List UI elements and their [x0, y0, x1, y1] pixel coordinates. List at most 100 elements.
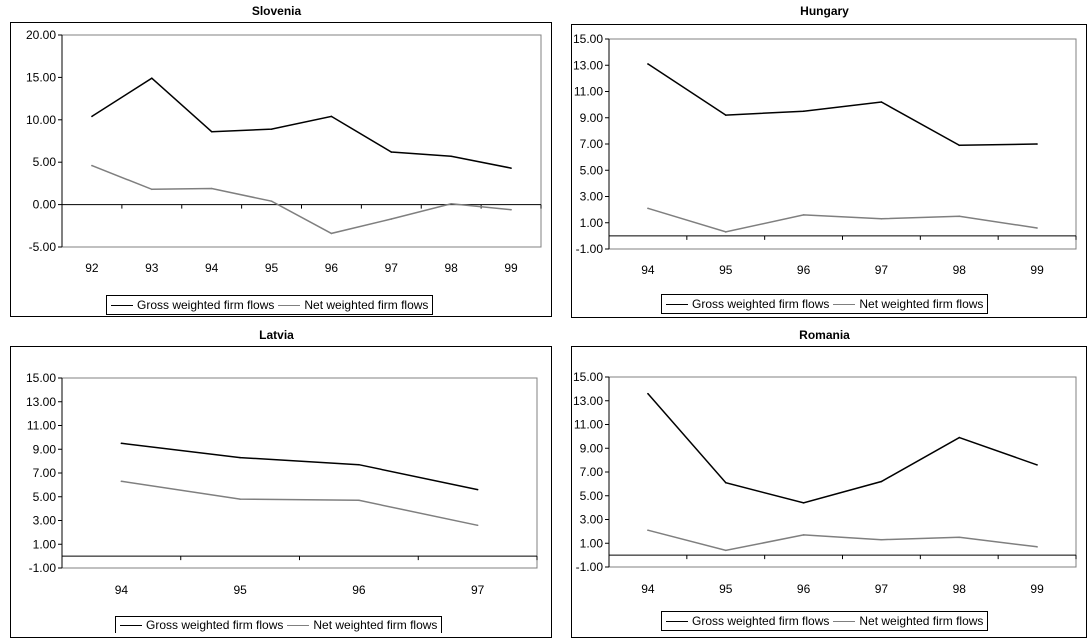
data-point-net — [724, 231, 727, 233]
data-point-gross — [476, 488, 479, 491]
data-point-net — [358, 499, 360, 502]
chart-title: Hungary — [800, 4, 849, 18]
legend-swatch-net — [833, 303, 856, 305]
x-tick-label: 96 — [797, 582, 811, 596]
y-tick-label: 5.00 — [33, 155, 57, 169]
legend-item-gross: Gross weighted firm flows — [666, 297, 829, 311]
data-point-net — [647, 529, 649, 531]
y-tick-label: -1.00 — [29, 561, 57, 575]
data-point-net — [1036, 546, 1038, 548]
legend: Gross weighted firm flows Net weighted f… — [661, 611, 989, 631]
data-point-net — [880, 538, 883, 541]
legend-item-net: Net weighted firm flows — [278, 298, 428, 312]
y-tick-label: 3.00 — [33, 514, 57, 528]
x-tick-label: 97 — [385, 261, 399, 275]
data-point-gross — [647, 392, 649, 395]
chart-title: Romania — [799, 328, 850, 342]
legend: Gross weighted firm flows Net weighted f… — [661, 294, 989, 314]
legend-swatch-gross — [666, 620, 688, 622]
legend-label-net: Net weighted firm flows — [304, 298, 429, 312]
legend-item-net: Net weighted firm flows — [833, 614, 983, 628]
y-tick-label: 15.00 — [26, 70, 56, 84]
y-tick-label: 11.00 — [574, 85, 603, 99]
x-tick-label: 92 — [85, 261, 99, 275]
y-tick-label: 0.00 — [33, 198, 57, 212]
chart-frame — [571, 346, 1087, 638]
y-tick-label: 15.00 — [573, 370, 603, 384]
x-tick-label: 97 — [471, 583, 485, 597]
x-tick-label: 95 — [233, 583, 247, 597]
x-tick-label: 96 — [325, 261, 339, 275]
legend-swatch-net — [287, 624, 310, 626]
x-tick-label: 96 — [797, 263, 811, 277]
legend-swatch-gross — [111, 304, 133, 306]
data-point-net — [476, 524, 479, 527]
data-point-gross — [358, 463, 360, 466]
data-point-gross — [880, 480, 883, 483]
data-point-net — [647, 207, 649, 210]
y-tick-label: -5.00 — [29, 240, 57, 254]
y-tick-label: 9.00 — [580, 441, 604, 455]
x-tick-label: 94 — [641, 263, 655, 277]
legend-swatch-gross — [666, 303, 688, 305]
legend-swatch-net — [278, 304, 301, 306]
x-tick-label: 96 — [352, 583, 366, 597]
y-tick-label: 13.00 — [573, 58, 603, 72]
data-point-gross — [270, 128, 273, 130]
data-point-net — [802, 214, 805, 216]
data-point-net — [1036, 227, 1038, 229]
data-point-gross — [510, 167, 512, 169]
legend: Gross weighted firm flows Net weighted f… — [106, 295, 434, 315]
x-tick-label: 99 — [1030, 263, 1044, 277]
chart-panel-romania: Romania -1.00 1.00 3.00 5.00 7.00 9.00 11.00 13… — [561, 322, 1088, 638]
x-tick-label: 97 — [875, 263, 889, 277]
data-point-net — [510, 208, 512, 211]
data-point-net — [724, 549, 727, 552]
data-point-gross — [1036, 464, 1038, 466]
series-line-gross — [121, 442, 478, 491]
data-point-net — [958, 215, 961, 217]
x-tick-label: 94 — [115, 583, 129, 597]
x-tick-label: 95 — [719, 582, 733, 596]
series-line-net — [91, 164, 512, 235]
data-point-net — [151, 188, 153, 191]
data-point-net — [880, 218, 883, 220]
plot-border — [61, 377, 538, 569]
data-point-gross — [958, 144, 961, 147]
y-tick-label: 15.00 — [573, 32, 603, 46]
data-point-net — [91, 164, 93, 167]
data-point-gross — [802, 502, 805, 504]
series-line-gross — [91, 77, 512, 169]
y-tick-label: 7.00 — [580, 465, 604, 479]
plot-border — [61, 34, 542, 248]
chart-frame — [10, 346, 552, 638]
x-tick-label: 98 — [445, 261, 459, 275]
y-tick-label: 1.00 — [33, 537, 57, 551]
legend-label-net: Net weighted firm flows — [313, 618, 438, 632]
y-tick-label: 13.00 — [26, 395, 56, 409]
series-line-net — [121, 480, 478, 527]
legend-label-gross: Gross weighted firm flows — [692, 297, 830, 311]
series-line-gross — [647, 393, 1038, 504]
y-tick-label: 1.00 — [580, 536, 604, 550]
y-tick-label: 20.00 — [26, 28, 56, 42]
y-tick-label: 11.00 — [27, 419, 56, 433]
legend-label-gross: Gross weighted firm flows — [137, 298, 275, 312]
legend-item-net: Net weighted firm flows — [833, 297, 983, 311]
legend-label-net: Net weighted firm flows — [859, 297, 984, 311]
x-tick-label: 98 — [953, 263, 967, 277]
legend-swatch-net — [833, 620, 856, 622]
data-point-gross — [724, 114, 727, 116]
legend-item-gross: Gross weighted firm flows — [111, 298, 274, 312]
data-point-net — [330, 232, 333, 235]
legend-swatch-gross — [120, 624, 142, 626]
y-tick-label: -1.00 — [576, 560, 604, 574]
y-tick-label: 9.00 — [580, 111, 604, 125]
legend-label-net: Net weighted firm flows — [859, 614, 984, 628]
y-tick-label: 7.00 — [580, 137, 604, 151]
y-tick-label: 5.00 — [580, 489, 604, 503]
x-tick-label: 95 — [265, 261, 279, 275]
series-line-gross — [647, 63, 1038, 147]
x-tick-label: 95 — [719, 263, 733, 277]
chart-frame — [571, 24, 1087, 318]
